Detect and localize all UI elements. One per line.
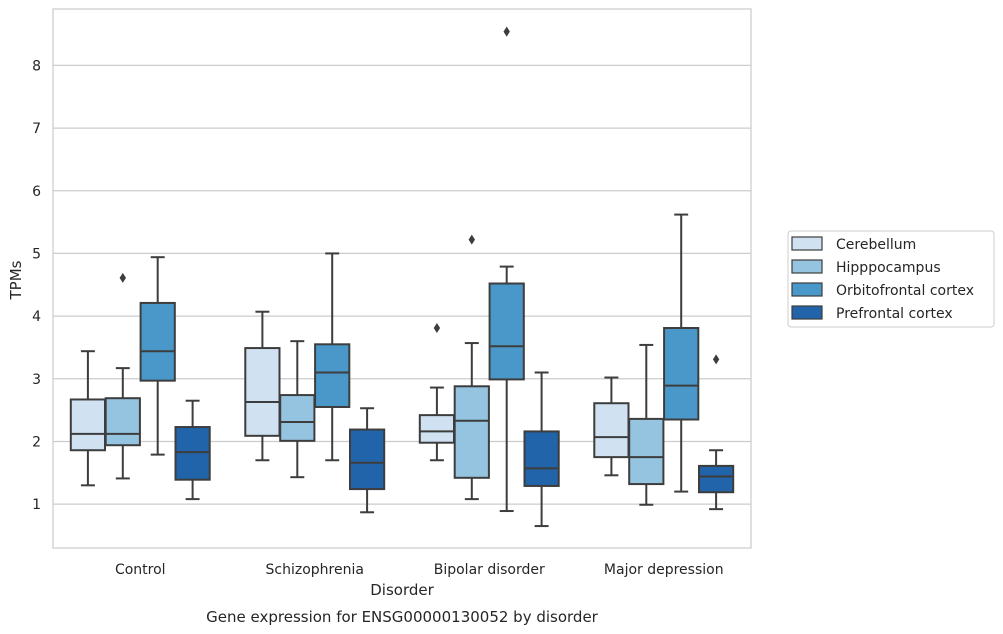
iqr-box	[139, 301, 176, 382]
iqr-box	[488, 282, 525, 381]
outlier-marker	[712, 354, 720, 365]
box-hipppocampus	[279, 340, 316, 479]
y-tick-label: 8	[32, 58, 41, 74]
box-cerebellum	[418, 323, 456, 462]
box-hipppocampus	[104, 272, 141, 480]
iqr-box	[418, 414, 456, 444]
outlier-marker	[119, 272, 126, 283]
iqr-box	[69, 398, 107, 452]
box-prefrontal-cortex	[348, 407, 386, 514]
x-tick-label: Major depression	[604, 562, 724, 578]
iqr-box	[244, 347, 281, 437]
legend-swatch	[791, 305, 823, 320]
legend-frame	[787, 230, 995, 328]
iqr-box	[453, 385, 490, 479]
plot-frame	[52, 8, 752, 549]
box-orbitofrontal-cortex	[139, 256, 176, 456]
legend-swatch	[791, 236, 823, 251]
y-tick-label: 5	[32, 246, 41, 262]
y-tick-labels: 1 2 3 4 5 6 7 8	[32, 58, 41, 513]
iqr-box	[628, 417, 665, 486]
iqr-box	[174, 426, 211, 481]
box-cerebellum	[593, 376, 630, 477]
y-tick-label: 1	[32, 497, 41, 513]
box-orbitofrontal-cortex	[488, 26, 525, 513]
y-tick-label: 6	[32, 184, 41, 200]
legend-label: Cerebellum	[836, 237, 916, 253]
iqr-box	[348, 428, 386, 491]
x-tick-label: Schizophrenia	[266, 562, 364, 578]
y-tick-label: 7	[32, 121, 41, 137]
chart-caption: Gene expression for ENSG00000130052 by d…	[206, 608, 599, 626]
box-orbitofrontal-cortex	[314, 252, 351, 462]
iqr-box	[663, 327, 700, 421]
x-axis-label: Disorder	[370, 581, 434, 599]
x-tick-label: Bipolar disorder	[434, 562, 545, 578]
box-prefrontal-cortex	[523, 371, 560, 528]
y-axis-label: TPMs	[7, 260, 25, 300]
box-cerebellum	[69, 350, 107, 487]
iqr-box	[593, 402, 630, 459]
iqr-box	[104, 397, 141, 447]
box-orbitofrontal-cortex	[663, 213, 700, 493]
box-groups	[69, 26, 735, 528]
legend: Cerebellum Hipppocampus Orbitofrontal cort…	[787, 230, 995, 328]
box-prefrontal-cortex	[697, 354, 735, 511]
box-hipppocampus	[453, 234, 490, 501]
outlier-marker	[468, 234, 475, 245]
box-hipppocampus	[628, 343, 665, 506]
y-tick-label: 4	[32, 309, 41, 325]
iqr-box	[279, 394, 316, 442]
legend-swatch	[791, 259, 823, 274]
outlier-marker	[433, 323, 441, 334]
legend-label: Hipppocampus	[836, 260, 941, 276]
y-tick-label: 3	[32, 372, 41, 388]
iqr-box	[523, 430, 560, 487]
y-tick-label: 2	[32, 434, 41, 450]
box-prefrontal-cortex	[174, 399, 211, 501]
iqr-box	[314, 343, 351, 408]
legend-swatch	[791, 282, 823, 297]
x-tick-labels: Control Schizophrenia Bipolar disorder Majo…	[115, 562, 724, 578]
legend-label: Orbitofrontal cortex	[836, 283, 974, 299]
iqr-box	[697, 464, 735, 494]
legend-label: Prefrontal cortex	[836, 306, 953, 322]
box-cerebellum	[244, 310, 281, 462]
x-tick-label: Control	[115, 562, 166, 578]
outlier-marker	[503, 26, 510, 37]
